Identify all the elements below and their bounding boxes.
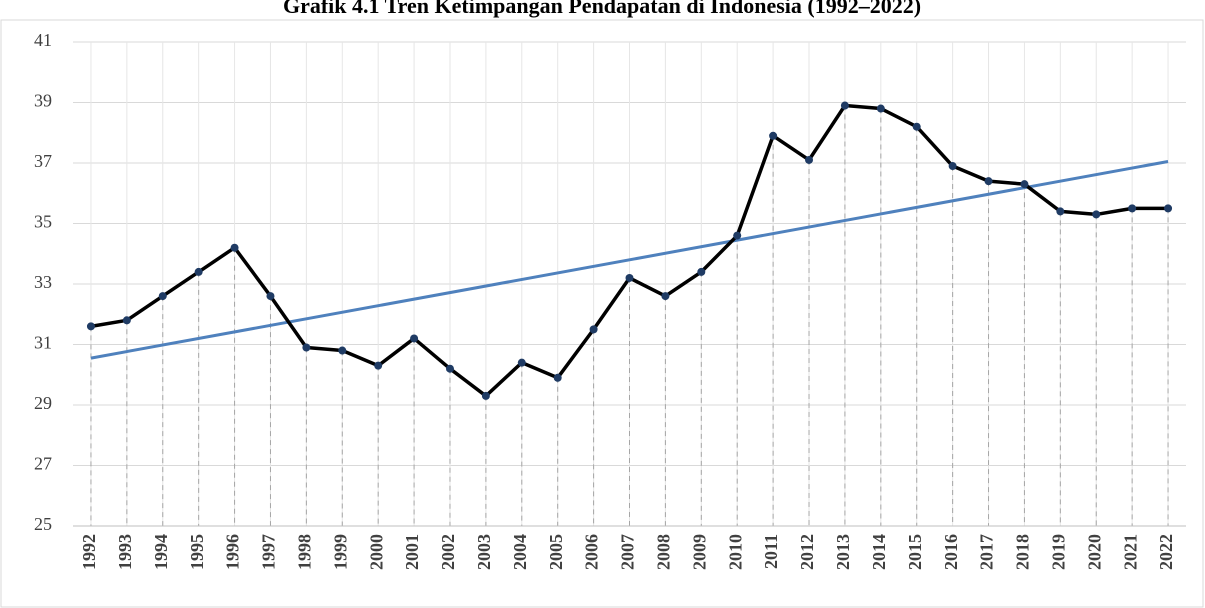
- data-point: [733, 231, 742, 240]
- data-point: [445, 364, 454, 373]
- data-point: [840, 101, 849, 110]
- data-point: [302, 343, 311, 352]
- data-point: [86, 322, 95, 331]
- y-tick-label: 39: [34, 91, 52, 111]
- x-tick-label: 2006: [582, 534, 602, 570]
- x-tick-label: 2010: [725, 534, 745, 570]
- data-point: [553, 373, 562, 382]
- data-point: [1020, 180, 1029, 189]
- data-point: [1164, 204, 1173, 213]
- y-tick-label: 33: [34, 272, 52, 292]
- data-point: [122, 316, 131, 325]
- x-tick-label: 2014: [869, 534, 889, 570]
- x-tick-label: 2015: [905, 534, 925, 570]
- data-point: [517, 358, 526, 367]
- data-point: [158, 292, 167, 301]
- data-point: [194, 267, 203, 276]
- data-point: [374, 361, 383, 370]
- x-tick-label: 2007: [618, 534, 638, 570]
- data-point: [984, 177, 993, 186]
- y-tick-label: 29: [34, 393, 52, 413]
- x-tick-label: 2005: [546, 534, 566, 570]
- x-tick-label: 2012: [797, 534, 817, 570]
- y-tick-label: 27: [34, 454, 52, 474]
- y-tick-label: 25: [34, 514, 52, 534]
- data-point: [266, 292, 275, 301]
- x-tick-label: 1995: [187, 534, 207, 570]
- data-point: [876, 104, 885, 113]
- x-tick-label: 1997: [259, 534, 279, 570]
- data-point: [1092, 210, 1101, 219]
- data-point: [1128, 204, 1137, 213]
- x-tick-label: 1999: [330, 534, 350, 570]
- x-tick-label: 1992: [79, 534, 99, 570]
- x-tick-label: 2002: [438, 534, 458, 570]
- chart-title: Grafik 4.1 Tren Ketimpangan Pendapatan d…: [283, 0, 921, 18]
- x-tick-label: 2022: [1156, 534, 1176, 570]
- data-point: [625, 273, 634, 282]
- x-tick-label: 2000: [366, 534, 386, 570]
- data-point: [230, 243, 239, 252]
- x-tick-label: 1994: [151, 534, 171, 570]
- y-tick-label: 35: [34, 212, 52, 232]
- x-tick-label: 2013: [833, 534, 853, 570]
- x-tick-label: 2011: [761, 534, 781, 569]
- x-tick-label: 2004: [510, 534, 530, 570]
- chart-border: [0, 19, 1204, 608]
- x-tick-label: 1993: [115, 534, 135, 570]
- x-tick-label: 2021: [1120, 534, 1140, 570]
- trend-line: [90, 160, 1169, 360]
- x-tick-label: 1996: [223, 534, 243, 570]
- y-tick-label: 37: [34, 151, 52, 171]
- x-tick-label: 2019: [1048, 534, 1068, 570]
- x-tick-label: 2001: [402, 534, 422, 570]
- data-point: [661, 292, 670, 301]
- x-tick-label: 2009: [689, 534, 709, 570]
- data-point: [805, 155, 814, 164]
- data-point: [410, 334, 419, 343]
- x-tick-label: 1998: [294, 534, 314, 570]
- x-tick-label: 2016: [941, 534, 961, 570]
- data-point: [481, 391, 490, 400]
- x-tick-label: 2008: [654, 534, 674, 570]
- y-tick-label: 31: [34, 333, 52, 353]
- data-point: [338, 346, 347, 355]
- x-tick-label: 2017: [977, 534, 997, 570]
- x-tick-label: 2020: [1084, 534, 1104, 570]
- x-tick-label: 2018: [1013, 534, 1033, 570]
- y-tick-label: 41: [34, 30, 52, 50]
- data-point: [948, 162, 957, 171]
- data-point: [769, 131, 778, 140]
- x-tick-label: 2003: [474, 534, 494, 570]
- data-point: [1056, 207, 1065, 216]
- data-point: [589, 325, 598, 334]
- data-point: [697, 267, 706, 276]
- data-point: [912, 122, 921, 131]
